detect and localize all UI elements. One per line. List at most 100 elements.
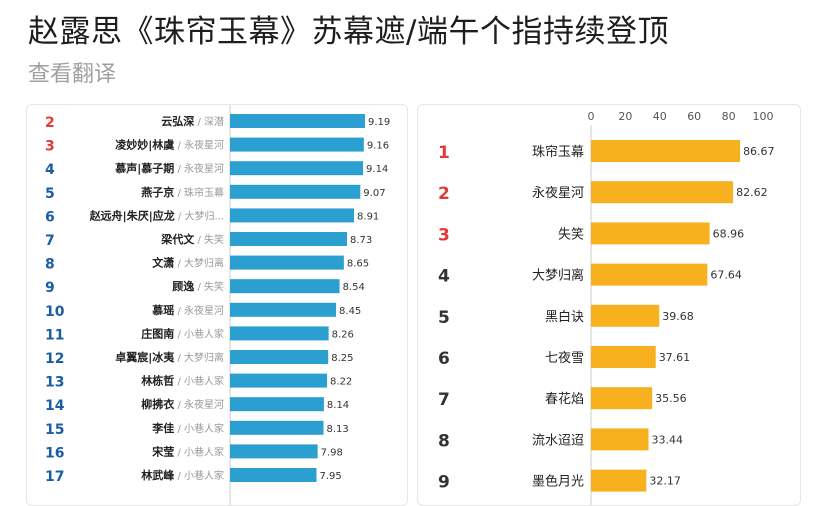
rank-number: 13 <box>45 375 64 391</box>
value-label: 8.73 <box>350 235 372 246</box>
bar <box>230 161 364 176</box>
left-bar-chart: 2 云弘深 / 深潜 9.19 3 凌妙妙|林虞 / 永夜星河 9.16 4 慕声|慕子期 /… <box>45 105 390 505</box>
rank-number: 7 <box>45 233 55 249</box>
category-label: 燕子京 / 珠帘玉幕 <box>141 185 224 199</box>
value-label: 7.98 <box>321 447 343 458</box>
character-name: 卓翼宸|冰夷 <box>115 350 175 364</box>
bar <box>591 387 653 410</box>
bar <box>591 469 647 492</box>
bar <box>230 114 365 128</box>
drama-name: / 永夜星河 <box>174 398 224 411</box>
value-label: 82.62 <box>736 186 768 199</box>
drama-name: / 大梦归离 <box>174 257 224 270</box>
rank-number: 2 <box>45 115 55 131</box>
rank-number: 11 <box>45 327 64 343</box>
value-label: 39.68 <box>662 310 694 323</box>
bar <box>230 279 340 294</box>
category-label: 失笑 <box>558 226 584 242</box>
drama-name: / 大梦归离 <box>174 351 224 364</box>
value-label: 8.26 <box>332 329 354 340</box>
rank-number: 10 <box>45 304 65 320</box>
drama-name: / 深潜 <box>194 115 224 128</box>
category-label: 庄图南 / 小巷人家 <box>141 326 224 340</box>
character-name: 李佳 <box>151 421 174 435</box>
bar <box>591 346 656 368</box>
value-label: 8.14 <box>327 400 349 411</box>
category-label: 宋莹 / 小巷人家 <box>151 444 224 458</box>
category-label: 顾逸 / 失笑 <box>172 279 224 293</box>
value-label: 8.22 <box>330 377 352 388</box>
character-name: 云弘深 <box>161 114 194 128</box>
character-name: 赵远舟|朱厌|应龙 <box>89 208 175 222</box>
drama-name: / 小巷人家 <box>174 469 224 482</box>
drama-name: / 永夜星河 <box>174 162 224 175</box>
rank-number: 12 <box>45 351 64 367</box>
bar <box>230 397 324 412</box>
category-label: 林栋哲 / 小巷人家 <box>141 374 224 388</box>
character-name: 文潇 <box>152 256 174 270</box>
bar <box>230 373 328 388</box>
rank-number: 4 <box>438 267 450 287</box>
bar <box>230 302 337 317</box>
bar <box>230 232 347 246</box>
rank-number: 9 <box>45 280 55 296</box>
x-tick-label: 100 <box>753 110 774 123</box>
value-label: 7.95 <box>319 471 341 482</box>
x-tick-label: 40 <box>653 110 667 123</box>
rank-number: 2 <box>438 184 450 204</box>
rank-number: 4 <box>45 162 55 178</box>
rank-number: 8 <box>45 257 55 273</box>
bar <box>230 184 361 199</box>
category-label: 春花焰 <box>545 391 584 407</box>
category-label: 墨色月光 <box>532 474 584 490</box>
character-name: 宋莹 <box>151 444 174 458</box>
category-label: 永夜星河 <box>532 186 584 201</box>
bar <box>230 468 317 482</box>
bar <box>230 255 344 270</box>
translate-link[interactable]: 查看翻译 <box>28 62 117 87</box>
character-name: 慕瑶 <box>151 303 174 317</box>
rank-number: 6 <box>438 349 450 369</box>
value-label: 32.17 <box>649 475 681 488</box>
rank-number: 6 <box>45 209 55 225</box>
drama-name: / 永夜星河 <box>174 139 224 152</box>
rank-number: 5 <box>438 308 450 328</box>
character-name: 慕声|慕子期 <box>114 161 174 175</box>
value-label: 8.45 <box>339 306 361 317</box>
bar <box>230 208 355 223</box>
x-tick-label: 80 <box>722 110 736 123</box>
drama-name: / 失笑 <box>194 233 224 246</box>
character-name: 凌妙妙|林虞 <box>115 138 175 152</box>
value-label: 9.16 <box>367 141 389 152</box>
character-name: 柳拂衣 <box>141 397 175 411</box>
rank-number: 5 <box>45 186 55 202</box>
bar <box>591 222 710 245</box>
bar <box>230 350 329 364</box>
value-label: 8.25 <box>331 353 353 364</box>
left-chart-card: 2 云弘深 / 深潜 9.19 3 凌妙妙|林虞 / 永夜星河 9.16 4 慕声|慕子期 /… <box>26 104 408 506</box>
rank-number: 15 <box>45 422 64 438</box>
value-label: 67.64 <box>710 269 742 282</box>
character-name: 林栋哲 <box>141 374 174 388</box>
bar <box>230 137 364 152</box>
bar <box>230 444 318 459</box>
bar <box>591 304 660 327</box>
rank-number: 17 <box>45 469 64 485</box>
value-label: 35.56 <box>655 392 687 405</box>
page-title: 赵露思《珠帘玉幕》苏幕遮/端午个指持续登顶 <box>28 14 669 50</box>
category-label: 李佳 / 小巷人家 <box>151 421 224 435</box>
value-label: 9.14 <box>366 164 388 175</box>
rank-number: 8 <box>438 431 450 451</box>
category-label: 流水迢迢 <box>532 433 584 448</box>
drama-name: / 失笑 <box>194 280 224 293</box>
character-name: 林武峰 <box>141 468 175 482</box>
bar <box>230 420 324 435</box>
right-bar-chart: 0 20 40 60 80 100 1 珠帘玉幕 86.67 2 永夜星河 82.62 3 失笑 68.96… <box>438 110 775 505</box>
value-label: 8.13 <box>327 424 349 435</box>
bar <box>230 326 329 341</box>
drama-name: / 小巷人家 <box>174 327 224 340</box>
value-label: 8.54 <box>343 282 365 293</box>
drama-name: / 永夜星河 <box>174 304 224 317</box>
drama-name: / 小巷人家 <box>174 445 224 458</box>
bar <box>591 428 649 451</box>
